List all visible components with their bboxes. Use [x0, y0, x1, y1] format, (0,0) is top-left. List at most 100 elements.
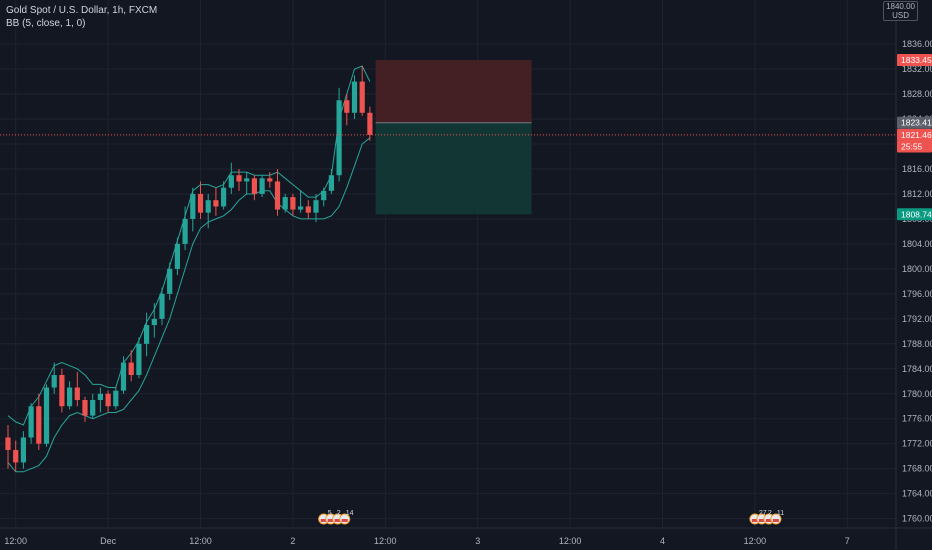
candle-body: [221, 187, 227, 207]
candle: [244, 172, 250, 194]
event-count: 11: [777, 510, 784, 517]
candle: [28, 403, 34, 444]
price-tag-bg: [897, 54, 932, 67]
candle-body: [236, 175, 242, 182]
event-count: 2: [768, 510, 772, 517]
candle: [13, 440, 19, 472]
flag-icon-stripe: [341, 519, 348, 522]
candle-body: [43, 387, 50, 444]
candle-body: [105, 393, 111, 407]
y-tick-label: 1760.00: [902, 514, 932, 524]
candle: [259, 175, 265, 198]
y-tick-label: 1792.00: [902, 314, 932, 324]
flag-icon-stripe: [751, 519, 758, 522]
y-tick-label: 1780.00: [902, 389, 932, 399]
candle-body: [120, 362, 127, 391]
y-tick-label: 1772.00: [902, 439, 932, 449]
flag-icon-stripe: [334, 519, 341, 522]
candle: [298, 190, 304, 213]
candle: [359, 65, 365, 116]
candle-body: [344, 100, 350, 113]
candle-body: [259, 178, 265, 194]
candle-body: [190, 193, 196, 219]
candle-body: [159, 293, 165, 319]
economic-events: 5214272112128: [318, 510, 784, 525]
candle-body: [74, 387, 80, 400]
candle: [51, 362, 57, 394]
flag-icon-stripe: [327, 519, 334, 522]
y-tick-label: 1812.00: [902, 189, 932, 199]
flag-icon-stripe: [772, 519, 779, 522]
candle: [321, 187, 327, 207]
y-tick-label: 1828.00: [902, 89, 932, 99]
candle-body: [97, 393, 103, 400]
candle-body: [205, 200, 211, 213]
candle: [74, 371, 80, 407]
candle-body: [228, 175, 234, 188]
candle-body: [67, 387, 73, 407]
y-tick-label: 1816.00: [902, 164, 932, 174]
price-tag-label: 1808.74: [901, 209, 932, 219]
price-tag: 25:55: [897, 140, 932, 153]
candle: [274, 168, 281, 216]
candle-body: [213, 200, 219, 207]
candle: [105, 390, 111, 413]
y-tick-label: 1832.00: [902, 64, 932, 74]
candle-body: [182, 218, 188, 244]
candle-body: [113, 390, 119, 407]
event-count: 27: [759, 510, 767, 517]
flag-icon-stripe: [765, 519, 772, 522]
candle-body: [321, 190, 327, 201]
candle-body: [28, 406, 34, 438]
candle-body: [290, 197, 296, 210]
candle: [267, 172, 273, 188]
candle: [151, 303, 157, 338]
candle: [67, 381, 73, 410]
candle-body: [36, 406, 42, 444]
candle: [251, 175, 257, 201]
symbol-title[interactable]: Gold Spot / U.S. Dollar, 1h, FXCM: [6, 5, 158, 16]
candle: [128, 350, 134, 382]
candle-body: [328, 175, 334, 191]
candle-body: [167, 268, 173, 294]
candle: [197, 181, 204, 219]
candle-body: [298, 206, 304, 210]
candle-body: [20, 437, 26, 463]
candle-body: [251, 178, 257, 194]
candle-body: [282, 197, 288, 210]
candle: [228, 162, 234, 194]
y-tick-label: 1800.00: [902, 264, 932, 274]
y-tick-label: 1804.00: [902, 239, 932, 249]
x-tick-label: 12:00: [744, 536, 767, 546]
event-marker: 5 2 14: [318, 510, 354, 525]
candle: [313, 193, 319, 223]
candle-body: [151, 318, 157, 326]
candle-body: [336, 100, 342, 176]
x-tick-label: 12:00: [374, 536, 397, 546]
event-marker: 27 2 11: [749, 510, 784, 525]
x-tick-label: Dec: [100, 536, 117, 546]
price-tag-label: 1823.41: [901, 118, 932, 128]
candle: [113, 387, 119, 410]
candle: [59, 368, 65, 413]
price-tag: 1833.45: [897, 54, 932, 67]
candle-body: [144, 325, 150, 344]
candle: [344, 94, 350, 126]
candle-body: [197, 193, 204, 213]
flag-icon-stripe: [758, 519, 765, 522]
candle: [167, 262, 173, 301]
currency-badge[interactable]: 1840.00 USD: [883, 1, 918, 21]
price-tag-label: 1833.45: [901, 55, 932, 65]
indicator-label[interactable]: BB (5, close, 1, 0): [6, 18, 86, 29]
price-axis[interactable]: 1836.001832.001828.001824.001820.001816.…: [902, 39, 932, 524]
event-count: 14: [346, 510, 354, 517]
event-count: 2: [337, 510, 341, 517]
time-axis[interactable]: 12:00 Dec 12:00 2 12:00 3 12:00 4 12:00 7: [4, 536, 849, 546]
candle-body: [90, 400, 96, 416]
price-tag-bg: [897, 208, 932, 221]
price-tag: 1823.41: [897, 116, 932, 129]
y-tick-label: 1836.00: [902, 39, 932, 49]
